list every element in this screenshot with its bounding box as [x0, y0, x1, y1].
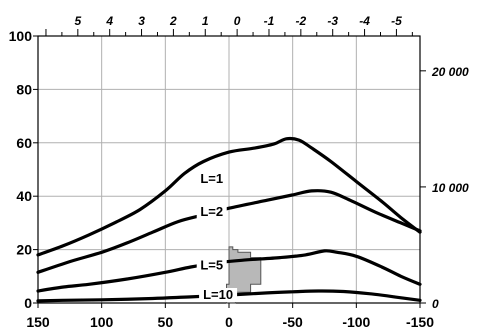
- y-tick-label: 40: [16, 188, 32, 204]
- right-tick-label: 0: [432, 297, 439, 311]
- curve-label-l10: L=10: [203, 287, 233, 302]
- x-tick-label: -50: [283, 314, 303, 330]
- x-tick-label: -150: [406, 314, 434, 330]
- curve-label-bg: [196, 205, 227, 220]
- top-tick-label: -2: [296, 14, 307, 28]
- x-tick-label: 150: [26, 314, 50, 330]
- curve-label-layer: L=1 L=2 L=5 L=10: [196, 171, 238, 302]
- curve-label-l5: L=5: [200, 258, 223, 273]
- series-line-l1: [36, 136, 422, 257]
- top-tick-label: -1: [264, 14, 275, 28]
- top-tick-label: 5: [74, 14, 81, 28]
- bottom-axis: 150 100 50 0 -50 -100 -150: [26, 303, 434, 330]
- series-line-l2: [36, 189, 422, 274]
- top-tick-label: -5: [391, 14, 402, 28]
- top-tick-label: 3: [138, 14, 145, 28]
- right-axis: 0 10 000 20 000: [420, 65, 469, 311]
- x-tick-label: -100: [342, 314, 370, 330]
- curve-label-l1: L=1: [200, 171, 223, 186]
- right-tick-label: 20 000: [431, 65, 469, 79]
- right-tick-label: 10 000: [432, 181, 469, 195]
- curve-label-bg: [196, 258, 227, 273]
- x-tick-label: 100: [90, 314, 114, 330]
- curve-label-bg: [199, 287, 238, 302]
- left-axis: 0 20 40 60 80 100: [9, 28, 38, 311]
- curve-layer: [36, 136, 422, 303]
- y-tick-label: 20: [16, 242, 32, 258]
- x-tick-label: 0: [225, 314, 233, 330]
- y-tick-label: 100: [9, 28, 33, 44]
- series-line-l10: [36, 289, 422, 303]
- series-line-l5: [36, 249, 422, 293]
- top-axis: 5 4 3 2 1 0 -1 -2 -3 -4 -5: [38, 14, 420, 37]
- curve-label-l2: L=2: [200, 204, 223, 219]
- top-tick-label: 4: [105, 14, 113, 28]
- x-tick-label: 50: [158, 314, 174, 330]
- y-tick-label: 80: [16, 81, 32, 97]
- y-tick-label: 0: [24, 295, 32, 311]
- top-tick-label: 1: [202, 14, 209, 28]
- top-tick-label: 2: [169, 14, 177, 28]
- curve-label-bg: [196, 171, 227, 186]
- y-tick-label: 60: [16, 135, 32, 151]
- top-tick-label: -3: [327, 14, 338, 28]
- top-tick-label: -4: [359, 14, 370, 28]
- top-tick-label: 0: [234, 14, 241, 28]
